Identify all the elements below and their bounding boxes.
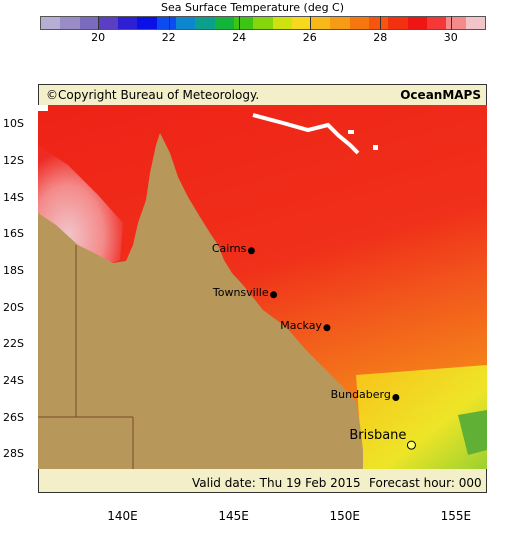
latitude-label: 24S	[3, 373, 24, 387]
colorbar-swatch	[176, 17, 196, 29]
colorbar-swatch	[388, 17, 408, 29]
latitude-label: 26S	[3, 410, 24, 424]
city-marker-bundaberg	[392, 393, 400, 401]
colorbar-swatch	[426, 17, 447, 29]
longitude-label: 140E	[107, 509, 138, 523]
colorbar-tick-mark	[309, 16, 311, 30]
colorbar-tick-label: 20	[91, 31, 106, 44]
colorbar-swatch	[98, 17, 119, 29]
colorbar-tick-label: 28	[373, 31, 388, 44]
colorbar	[40, 16, 486, 30]
city-label-mackay: Mackay	[280, 318, 322, 332]
city-marker-mackay	[323, 324, 331, 332]
colorbar-swatch	[195, 17, 215, 29]
longitude-label: 150E	[329, 509, 360, 523]
latitude-label: 10S	[3, 117, 24, 131]
brand-label: OceanMAPS	[400, 88, 481, 102]
colorbar-swatch	[407, 17, 427, 29]
colorbar-swatch	[369, 17, 389, 29]
valid-date: Valid date: Thu 19 Feb 2015	[192, 476, 361, 490]
colorbar-swatch	[272, 17, 292, 29]
colorbar-swatch	[311, 17, 331, 29]
colorbar-swatch	[446, 17, 466, 29]
city-markers	[247, 247, 416, 450]
latitude-label: 18S	[3, 263, 24, 277]
colorbar-swatch	[349, 17, 370, 29]
longitude-label: 155E	[440, 509, 472, 523]
colorbar-swatch	[156, 17, 177, 29]
island-marker	[348, 130, 354, 134]
colorbar-swatch	[60, 17, 80, 29]
island-marker	[38, 105, 48, 111]
colorbar-swatch	[79, 17, 99, 29]
city-marker-cairns	[247, 247, 255, 255]
colorbar-swatch	[233, 17, 254, 29]
colorbar-swatch	[41, 17, 61, 29]
colorbar-swatch	[465, 17, 485, 29]
colorbar-tick-mark	[168, 16, 170, 30]
sst-map	[38, 105, 487, 469]
city-label-townsville: Townsville	[212, 285, 269, 299]
city-label-cairns: Cairns	[211, 241, 247, 255]
latitude-label: 20S	[3, 300, 24, 314]
colorbar-tick-label: 30	[443, 31, 458, 44]
colorbar-swatch	[291, 17, 312, 29]
city-label-brisbane: Brisbane	[349, 428, 407, 444]
city-marker-townsville	[270, 291, 278, 299]
colorbar-swatch	[118, 17, 138, 29]
green-water-patch	[458, 410, 487, 455]
copyright-text: ©Copyright Bureau of Meteorology.	[46, 88, 260, 102]
latitude-label: 16S	[3, 227, 24, 241]
colorbar-swatch	[253, 17, 273, 29]
australia-landmass	[38, 133, 363, 469]
colorbar-tick-label: 22	[161, 31, 176, 44]
island-marker	[373, 145, 378, 150]
colorbar-tick-label: 24	[232, 31, 247, 44]
png-coast	[252, 113, 360, 155]
colorbar-title: Sea Surface Temperature (deg C)	[160, 1, 345, 14]
colorbar-tick-mark	[239, 16, 241, 30]
colorbar-tick-label: 26	[302, 31, 317, 44]
colorbar-swatch	[214, 17, 234, 29]
cool-water-region	[356, 365, 487, 469]
colorbar-tick-mark	[450, 16, 452, 30]
latitude-label: 14S	[3, 190, 24, 204]
colorbar-tick-mark	[98, 16, 100, 30]
colorbar-swatch	[330, 17, 350, 29]
latitude-label: 12S	[3, 153, 24, 167]
latitude-label: 28S	[3, 447, 24, 461]
colorbar-swatch	[137, 17, 157, 29]
latitude-label: 22S	[3, 337, 24, 351]
longitude-label: 145E	[218, 509, 249, 523]
forecast-hour: Forecast hour: 000	[369, 476, 482, 490]
city-marker-brisbane	[406, 440, 416, 450]
colorbar-tick-mark	[380, 16, 382, 30]
city-label-bundaberg: Bundaberg	[330, 388, 391, 402]
